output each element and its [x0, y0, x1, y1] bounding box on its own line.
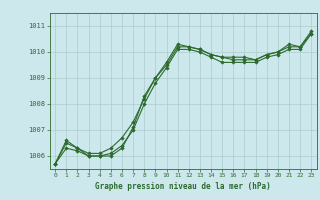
X-axis label: Graphe pression niveau de la mer (hPa): Graphe pression niveau de la mer (hPa): [95, 182, 271, 191]
